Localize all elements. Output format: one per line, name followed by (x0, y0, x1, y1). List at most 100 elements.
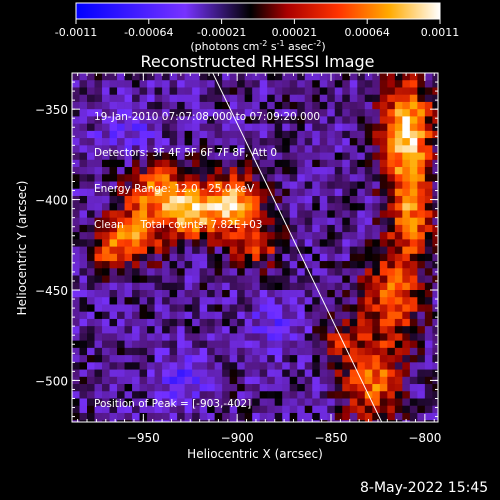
heatmap-cell (184, 318, 193, 327)
heatmap-cell (237, 282, 246, 291)
heatmap-cell (102, 87, 110, 96)
heatmap-cell (237, 181, 246, 190)
heatmap-cell (349, 384, 358, 392)
heatmap-cell (102, 347, 110, 356)
heatmap-cell (237, 304, 246, 313)
heatmap-cell (312, 224, 321, 233)
heatmap-cell (342, 347, 351, 356)
heatmap-cell (244, 297, 253, 305)
heatmap-cell (79, 116, 88, 125)
heatmap-cell (102, 282, 110, 291)
heatmap-cell (312, 116, 321, 125)
heatmap-cell (117, 420, 125, 422)
heatmap-cell (424, 188, 433, 197)
heatmap-cell (327, 188, 336, 197)
heatmap-cell (237, 123, 246, 132)
heatmap-cell (274, 340, 283, 349)
heatmap-cell (244, 123, 253, 132)
heatmap-cell (327, 123, 336, 132)
heatmap-cell (312, 109, 321, 117)
heatmap-cell (334, 145, 343, 153)
heatmap-cell (229, 138, 238, 146)
heatmap-cell (169, 347, 178, 356)
heatmap-cell (184, 210, 193, 219)
heatmap-cell (237, 362, 246, 370)
heatmap-cell (169, 304, 178, 313)
heatmap-cell (297, 297, 306, 305)
heatmap-cell (267, 333, 276, 342)
heatmap-cell (282, 340, 291, 349)
heatmap-cell (102, 246, 110, 255)
heatmap-cell (244, 289, 253, 298)
heatmap-cell (199, 152, 208, 161)
heatmap-cell (424, 152, 433, 161)
heatmap-cell (244, 398, 253, 407)
heatmap-cell (117, 232, 125, 240)
heatmap-cell (274, 304, 283, 313)
heatmap-cell (357, 174, 366, 182)
heatmap-cell (229, 333, 238, 342)
heatmap-cell (214, 304, 223, 313)
heatmap-cell (372, 311, 381, 320)
heatmap-cell (229, 152, 238, 161)
heatmap-cell (267, 73, 276, 81)
heatmap-cell (432, 116, 438, 125)
heatmap-cell (237, 101, 246, 110)
heatmap-cell (169, 195, 178, 204)
heatmap-cell (72, 333, 80, 342)
heatmap-cell (357, 195, 366, 204)
heatmap-cell (372, 203, 381, 211)
heatmap-cell (199, 282, 208, 291)
heatmap-cell (184, 239, 193, 247)
heatmap-cell (372, 347, 381, 356)
heatmap-cell (222, 391, 231, 399)
heatmap-cell (387, 232, 396, 240)
heatmap-cell (162, 87, 170, 96)
heatmap-cell (214, 239, 223, 247)
heatmap-cell (297, 80, 306, 88)
heatmap-cell (282, 210, 291, 219)
heatmap-cell (207, 369, 216, 378)
heatmap-cell (394, 347, 403, 356)
heatmap-cell (289, 268, 298, 276)
heatmap-cell (357, 326, 366, 334)
heatmap-cell (154, 275, 163, 284)
heatmap-cell (417, 398, 426, 407)
heatmap-cell (244, 210, 253, 219)
heatmap-cell (252, 289, 261, 298)
heatmap-cell (274, 87, 283, 96)
heatmap-cell (417, 123, 426, 132)
heatmap-cell (312, 174, 321, 182)
heatmap-cell (394, 210, 403, 219)
heatmap-cell (319, 116, 328, 125)
heatmap-cell (237, 318, 246, 327)
heatmap-cell (327, 80, 336, 88)
heatmap-cell (199, 123, 208, 132)
heatmap-cell (319, 80, 328, 88)
heatmap-cell (304, 333, 313, 342)
heatmap-cell (237, 268, 246, 276)
heatmap-cell (192, 87, 201, 96)
heatmap-cell (147, 152, 155, 161)
heatmap-cell (79, 333, 88, 342)
heatmap-cell (417, 326, 426, 334)
heatmap-cell (364, 109, 373, 117)
heatmap-cell (424, 224, 433, 233)
colorbar-tick-label: 0.00064 (344, 26, 390, 39)
heatmap-cell (409, 167, 418, 175)
heatmap-cell (94, 253, 103, 262)
heatmap-cell (274, 159, 283, 168)
heatmap-cell (409, 246, 418, 255)
heatmap-cell (184, 384, 193, 392)
heatmap-cell (259, 145, 268, 153)
heatmap-cell (417, 311, 426, 320)
heatmap-cell (132, 159, 140, 168)
heatmap-cell (409, 203, 418, 211)
heatmap-cell (424, 268, 433, 276)
heatmap-cell (169, 318, 178, 327)
heatmap-cell (72, 232, 80, 240)
heatmap-cell (289, 101, 298, 110)
heatmap-cell (72, 253, 80, 262)
heatmap-cell (267, 369, 276, 378)
heatmap-cell (267, 195, 276, 204)
